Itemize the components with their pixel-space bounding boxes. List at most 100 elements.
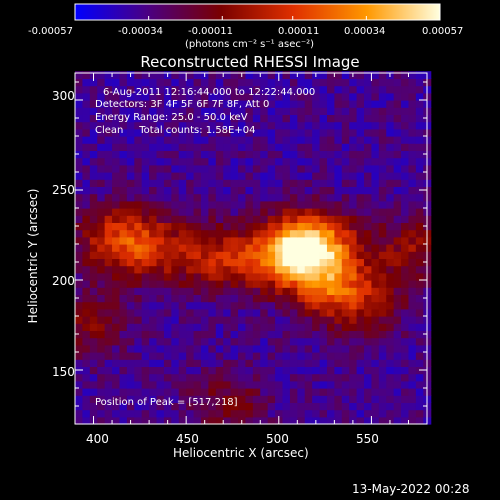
heatmap-cell bbox=[141, 200, 150, 209]
heatmap-cell bbox=[163, 164, 172, 173]
heatmap-cell bbox=[126, 136, 135, 144]
heatmap-cell bbox=[260, 402, 269, 411]
heatmap-cell bbox=[386, 344, 395, 353]
chart-title: Reconstructed RHESSI Image bbox=[140, 53, 360, 71]
heatmap-cell bbox=[267, 301, 276, 310]
heatmap-cell bbox=[208, 236, 217, 245]
heatmap-cell bbox=[97, 121, 106, 130]
heatmap-cell bbox=[378, 402, 387, 411]
heatmap-cell bbox=[408, 193, 417, 202]
heatmap-cell bbox=[386, 323, 395, 331]
heatmap-cell bbox=[171, 215, 180, 223]
heatmap-cell bbox=[208, 330, 217, 339]
heatmap-cell bbox=[112, 107, 121, 115]
heatmap-cell bbox=[200, 272, 209, 281]
heatmap-cell bbox=[215, 107, 224, 115]
heatmap-cell bbox=[393, 344, 402, 353]
heatmap-cell bbox=[97, 172, 106, 180]
heatmap-cell bbox=[126, 352, 135, 360]
heatmap-cell bbox=[349, 215, 358, 223]
heatmap-cell bbox=[378, 200, 387, 209]
heatmap-cell bbox=[141, 100, 150, 108]
heatmap-cell bbox=[326, 71, 335, 79]
heatmap-cell bbox=[82, 150, 91, 159]
heatmap-cell bbox=[186, 200, 195, 209]
heatmap-cell bbox=[75, 114, 84, 123]
heatmap-cell bbox=[200, 280, 209, 288]
heatmap-cell bbox=[119, 258, 128, 267]
heatmap-cell bbox=[149, 143, 158, 151]
heatmap-cell bbox=[415, 323, 424, 331]
heatmap-cell bbox=[149, 186, 158, 195]
heatmap-cell bbox=[349, 200, 358, 209]
heatmap-cell bbox=[334, 258, 343, 267]
heatmap-cell bbox=[275, 330, 284, 339]
heatmap-cell bbox=[119, 359, 128, 367]
heatmap-cell bbox=[371, 179, 380, 187]
heatmap-cell bbox=[252, 193, 261, 202]
heatmap-cell bbox=[282, 395, 291, 403]
heatmap-cell bbox=[297, 78, 306, 87]
heatmap-cell bbox=[371, 280, 380, 288]
heatmap-cell bbox=[275, 229, 284, 238]
heatmap-cell bbox=[89, 251, 98, 259]
heatmap-cell bbox=[200, 150, 209, 159]
heatmap-cell bbox=[200, 380, 209, 389]
heatmap-cell bbox=[275, 409, 284, 418]
heatmap-cell bbox=[75, 301, 84, 310]
heatmap-cell bbox=[89, 100, 98, 108]
heatmap-cell bbox=[378, 186, 387, 195]
heatmap-cell bbox=[326, 157, 335, 166]
heatmap-cell bbox=[275, 359, 284, 367]
heatmap-cell bbox=[208, 157, 217, 166]
heatmap-cell bbox=[408, 150, 417, 159]
heatmap-cell bbox=[334, 402, 343, 411]
heatmap-cell bbox=[334, 186, 343, 195]
heatmap-cell bbox=[349, 395, 358, 403]
heatmap-cell bbox=[304, 416, 313, 425]
heatmap-cell bbox=[260, 215, 269, 223]
colorbar-tick-label: 0.00057 bbox=[422, 26, 464, 37]
heatmap-cell bbox=[275, 78, 284, 87]
heatmap-cell bbox=[238, 121, 247, 130]
heatmap-cell bbox=[230, 179, 239, 187]
heatmap-cell bbox=[126, 114, 135, 123]
heatmap-cell bbox=[260, 265, 269, 274]
heatmap-cell bbox=[408, 344, 417, 353]
heatmap-cell bbox=[304, 85, 313, 94]
heatmap-cell bbox=[304, 136, 313, 144]
heatmap-cell bbox=[245, 222, 254, 231]
heatmap-cell bbox=[371, 244, 380, 252]
heatmap-cell bbox=[408, 200, 417, 209]
heatmap-cell bbox=[282, 301, 291, 310]
heatmap-cell bbox=[186, 143, 195, 151]
heatmap-cell bbox=[97, 107, 106, 115]
heatmap-cell bbox=[378, 287, 387, 295]
heatmap-cell bbox=[289, 78, 298, 87]
heatmap-cell bbox=[289, 92, 298, 101]
heatmap-cell bbox=[289, 128, 298, 137]
heatmap-cell bbox=[112, 236, 121, 245]
heatmap-cell bbox=[356, 359, 365, 367]
heatmap-cell bbox=[349, 265, 358, 274]
x-axis-label: Heliocentric X (arcsec) bbox=[173, 446, 309, 460]
heatmap-cell bbox=[186, 373, 195, 382]
heatmap-cell bbox=[326, 78, 335, 87]
heatmap-cell bbox=[408, 287, 417, 295]
heatmap-cell bbox=[215, 308, 224, 317]
heatmap-cell bbox=[415, 215, 424, 223]
heatmap-cell bbox=[304, 301, 313, 310]
heatmap-cell bbox=[215, 373, 224, 382]
heatmap-cell bbox=[326, 330, 335, 339]
heatmap-cell bbox=[393, 359, 402, 367]
heatmap-cell bbox=[275, 388, 284, 396]
heatmap-cell bbox=[267, 85, 276, 94]
heatmap-cell bbox=[341, 308, 350, 317]
heatmap-cell bbox=[245, 287, 254, 295]
heatmap-cell bbox=[304, 157, 313, 166]
heatmap-cell bbox=[119, 172, 128, 180]
heatmap-cell bbox=[260, 352, 269, 360]
heatmap-cell bbox=[104, 244, 113, 252]
heatmap-cell bbox=[186, 179, 195, 187]
heatmap-cell bbox=[393, 366, 402, 375]
